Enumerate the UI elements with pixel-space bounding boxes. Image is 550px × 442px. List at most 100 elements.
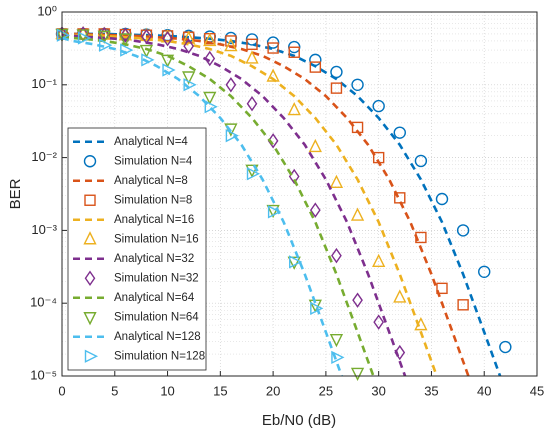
y-axis-label: BER xyxy=(7,178,24,209)
marker xyxy=(372,253,386,268)
marker xyxy=(266,68,280,82)
marker xyxy=(372,151,385,164)
marker xyxy=(394,344,406,361)
marker xyxy=(84,349,99,363)
marker xyxy=(139,44,154,59)
marker xyxy=(204,100,218,114)
marker xyxy=(141,53,155,67)
marker xyxy=(414,154,428,168)
marker xyxy=(287,256,301,270)
marker xyxy=(183,38,195,54)
marker xyxy=(225,35,237,47)
marker xyxy=(331,350,345,365)
marker xyxy=(225,77,237,93)
marker xyxy=(394,192,406,204)
marker xyxy=(224,38,238,52)
legend-label: Analytical N=32 xyxy=(114,253,194,265)
legend-label: Analytical N=8 xyxy=(114,175,188,187)
marker xyxy=(478,265,491,278)
marker xyxy=(77,31,92,45)
marker xyxy=(330,82,343,94)
marker xyxy=(84,270,96,286)
x-axis-label: Eb/N0 (dB) xyxy=(262,412,336,429)
marker xyxy=(56,28,71,42)
marker xyxy=(83,155,97,168)
axes-box xyxy=(61,11,538,377)
legend-box xyxy=(67,127,207,371)
series-line xyxy=(61,35,375,377)
marker xyxy=(309,53,322,67)
marker xyxy=(162,63,176,77)
marker xyxy=(351,121,364,134)
marker xyxy=(84,194,96,206)
legend-label: Analytical N=4 xyxy=(114,136,188,148)
marker xyxy=(329,174,344,189)
series-line xyxy=(62,32,470,377)
marker xyxy=(310,301,324,315)
marker xyxy=(331,247,342,264)
marker xyxy=(288,46,300,58)
x-tick-label: 25 xyxy=(319,383,333,398)
plot-area xyxy=(55,25,512,382)
marker xyxy=(289,255,303,269)
marker xyxy=(393,289,407,303)
marker xyxy=(266,204,280,219)
marker xyxy=(160,54,175,68)
x-tick-label: 35 xyxy=(424,383,438,398)
marker xyxy=(287,101,301,116)
legend-label: Simulation N=16 xyxy=(114,233,199,245)
y-tick-label: 10⁰ xyxy=(37,3,57,18)
legend: Analytical N=4 Simulation N=4 Analytical N… xyxy=(67,127,207,371)
marker xyxy=(83,231,97,245)
marker xyxy=(245,164,259,178)
marker xyxy=(499,340,512,354)
marker xyxy=(99,38,113,52)
marker xyxy=(97,30,111,44)
marker xyxy=(350,207,365,221)
x-tick-label: 20 xyxy=(266,383,280,398)
legend-label: Analytical N=128 xyxy=(114,331,201,343)
marker xyxy=(267,205,282,219)
marker xyxy=(83,312,97,326)
marker xyxy=(225,129,239,143)
x-tick-label: 5 xyxy=(111,383,118,398)
series-line xyxy=(61,33,407,377)
x-tick-label: 30 xyxy=(371,383,385,398)
y-tick-label: 10⁻⁵ xyxy=(30,367,57,382)
marker xyxy=(245,50,259,64)
y-tick-label: 10⁻³ xyxy=(31,222,57,237)
marker xyxy=(309,61,322,73)
marker xyxy=(141,28,152,45)
y-tick-label: 10⁻⁴ xyxy=(30,295,57,310)
marker xyxy=(436,282,448,295)
marker xyxy=(267,133,279,149)
marker xyxy=(246,95,258,112)
x-tick-label: 45 xyxy=(530,383,544,398)
marker xyxy=(352,292,363,308)
x-tick-label: 10 xyxy=(160,383,174,398)
marker xyxy=(330,65,343,79)
axes: 0 5 10 15 20 25 30 35 40 45 10⁻⁵ 10⁻⁴ 10⁻³ 10⁻² 10⁻¹ 10… xyxy=(30,3,544,398)
x-tick-label: 0 xyxy=(58,383,65,398)
marker xyxy=(350,367,365,382)
marker xyxy=(183,78,197,92)
marker xyxy=(308,138,322,153)
legend-label: Analytical N=64 xyxy=(114,292,195,304)
legend-label: Simulation N=8 xyxy=(114,194,192,206)
marker xyxy=(329,334,344,348)
series-line xyxy=(61,33,438,377)
x-tick-label: 40 xyxy=(477,383,491,398)
legend-label: Simulation N=4 xyxy=(114,155,193,167)
x-tick-label: 15 xyxy=(213,383,227,398)
marker xyxy=(457,299,469,311)
marker xyxy=(435,192,449,206)
marker xyxy=(162,30,173,47)
legend-label: Analytical N=16 xyxy=(114,214,194,226)
marker xyxy=(351,78,364,92)
series-line xyxy=(61,36,343,377)
marker xyxy=(182,71,196,85)
marker xyxy=(414,317,428,331)
marker xyxy=(372,99,385,113)
marker xyxy=(415,231,427,244)
